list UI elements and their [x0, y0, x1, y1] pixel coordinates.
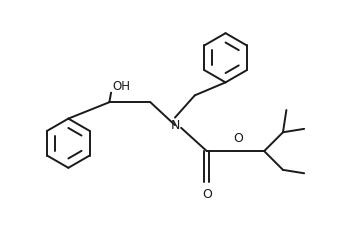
Text: O: O: [202, 188, 212, 201]
Text: N: N: [170, 119, 180, 132]
Text: OH: OH: [112, 80, 130, 93]
Text: O: O: [233, 132, 243, 145]
